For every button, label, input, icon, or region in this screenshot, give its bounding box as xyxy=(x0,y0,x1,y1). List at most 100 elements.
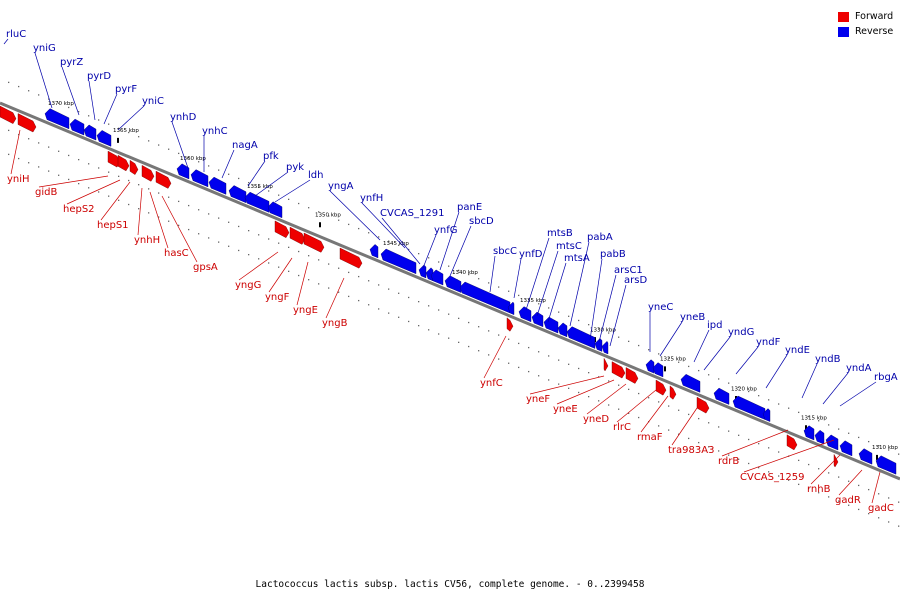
track-dot xyxy=(688,437,690,440)
track-dot xyxy=(58,174,60,176)
reverse-leader-line xyxy=(422,234,437,269)
track-dot xyxy=(188,228,190,231)
track-dot xyxy=(368,304,370,306)
track-dot xyxy=(688,365,690,368)
reverse-leader-line xyxy=(254,171,289,197)
track-dot xyxy=(868,440,870,443)
gene-label-sbcc: sbcC xyxy=(493,246,517,257)
track-dot xyxy=(258,234,260,236)
gene-label-yned: yneD xyxy=(583,414,609,425)
track-dot xyxy=(428,305,430,307)
scale-tick-mark xyxy=(319,222,321,228)
track-dot xyxy=(528,370,530,373)
reverse-leader-line xyxy=(88,80,96,121)
track-dot xyxy=(48,170,50,172)
reverse-gene-box xyxy=(69,118,85,136)
track-dot xyxy=(748,462,750,465)
reverse-leader-line xyxy=(513,258,522,299)
gene-label-ynih: yniH xyxy=(7,174,30,185)
track-dot xyxy=(538,303,540,305)
forward-leader-line xyxy=(721,429,789,457)
reverse-leader-line xyxy=(274,179,311,203)
reverse-gene-box xyxy=(803,425,815,441)
gene-label-ynhc: ynhC xyxy=(202,126,228,137)
scale-tick-label: 1310 kbp xyxy=(872,445,898,451)
reverse-gene-box xyxy=(83,124,97,141)
gene-label-heps1: hepS1 xyxy=(97,220,129,231)
gene-label-ynhh: ynhH xyxy=(134,235,160,246)
track-dot xyxy=(68,106,70,109)
legend-label-reverse: Reverse xyxy=(855,26,894,37)
track-dot xyxy=(768,471,770,473)
track-dot xyxy=(858,484,860,487)
gene-label-tra983a3: tra983A3 xyxy=(668,445,714,456)
reverse-gene-box xyxy=(459,281,511,314)
track-dot xyxy=(458,317,460,320)
forward-gene-box xyxy=(506,317,514,332)
gene-label-rmaf: rmaF xyxy=(637,432,663,443)
track-dot xyxy=(558,359,560,361)
scale-tick-label: 1330 kbp xyxy=(590,327,616,333)
track-dot xyxy=(428,257,430,259)
forward-leader-line xyxy=(325,277,345,319)
track-dot xyxy=(698,441,700,444)
track-dot xyxy=(718,426,720,428)
reverse-leader-line xyxy=(765,354,788,389)
reverse-gene-box xyxy=(594,338,603,352)
track-dot xyxy=(298,202,300,205)
gene-label-heps2: hepS2 xyxy=(63,204,95,215)
track-dot xyxy=(168,196,170,198)
track-dot xyxy=(408,320,410,323)
track-dot xyxy=(668,429,670,431)
track-dot xyxy=(138,208,140,210)
forward-leader-line xyxy=(38,175,109,188)
track-dot xyxy=(548,307,550,309)
reverse-leader-line xyxy=(525,237,550,311)
track-dot xyxy=(558,383,560,385)
track-dot xyxy=(638,392,640,395)
track-dot xyxy=(538,375,540,377)
track-dot xyxy=(168,220,170,222)
track-dot xyxy=(28,162,30,164)
track-dot xyxy=(608,332,610,334)
track-dot xyxy=(808,415,810,418)
track-dot xyxy=(8,81,10,84)
reverse-features xyxy=(44,108,897,475)
track-dot xyxy=(528,346,530,349)
track-dot xyxy=(618,408,620,410)
track-dot xyxy=(108,195,110,197)
reverse-gene-box xyxy=(875,455,897,475)
scale-tick-label: 1325 kbp xyxy=(660,357,686,363)
reverse-gene-box xyxy=(713,387,730,405)
track-dot xyxy=(428,329,430,331)
track-dot xyxy=(278,194,280,196)
forward-swatch xyxy=(838,11,849,22)
reverse-gene-box xyxy=(44,108,70,130)
track-dot xyxy=(348,271,350,274)
gene-label-ynge: yngE xyxy=(293,305,318,316)
track-dot xyxy=(388,288,390,290)
track-dot xyxy=(328,287,330,289)
track-dot xyxy=(298,274,300,277)
reverse-leader-line xyxy=(439,211,460,271)
track-dot xyxy=(698,369,700,372)
reverse-leader-line xyxy=(839,381,877,407)
track-dot xyxy=(638,344,640,347)
legend-item-forward: Forward xyxy=(838,9,893,24)
forward-leader-line xyxy=(556,379,615,405)
track-dot xyxy=(878,517,880,519)
track-dot xyxy=(438,261,440,263)
track-dot xyxy=(628,340,630,343)
gene-label-pfk: pfk xyxy=(263,151,279,162)
reverse-leader-line xyxy=(801,363,818,399)
gene-label-yneb: yneB xyxy=(680,312,705,323)
forward-gene-box xyxy=(339,247,363,269)
gene-label-rnhb: rnhB xyxy=(807,484,831,495)
gene-label-mtsb: mtsB xyxy=(547,228,573,239)
reverse-gene-box xyxy=(518,306,532,323)
track-dot xyxy=(798,459,800,462)
track-dot xyxy=(288,246,290,248)
track-dot xyxy=(738,434,740,436)
track-dot xyxy=(498,334,500,336)
reverse-leader-line xyxy=(381,217,421,265)
